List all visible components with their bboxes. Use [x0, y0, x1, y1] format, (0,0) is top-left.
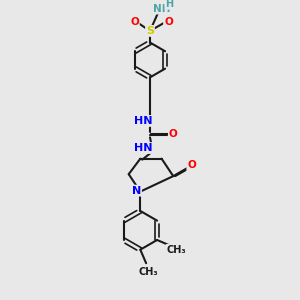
- Text: O: O: [130, 17, 139, 27]
- Text: O: O: [169, 130, 178, 140]
- Text: CH₃: CH₃: [167, 245, 186, 255]
- Text: H: H: [165, 0, 173, 9]
- Text: HN: HN: [134, 116, 152, 126]
- Text: N: N: [132, 186, 141, 196]
- Text: S: S: [146, 26, 154, 36]
- Text: NH: NH: [153, 4, 170, 14]
- Text: CH₃: CH₃: [138, 267, 158, 277]
- Text: HN: HN: [134, 143, 152, 153]
- Text: O: O: [187, 160, 196, 170]
- Text: O: O: [164, 17, 173, 27]
